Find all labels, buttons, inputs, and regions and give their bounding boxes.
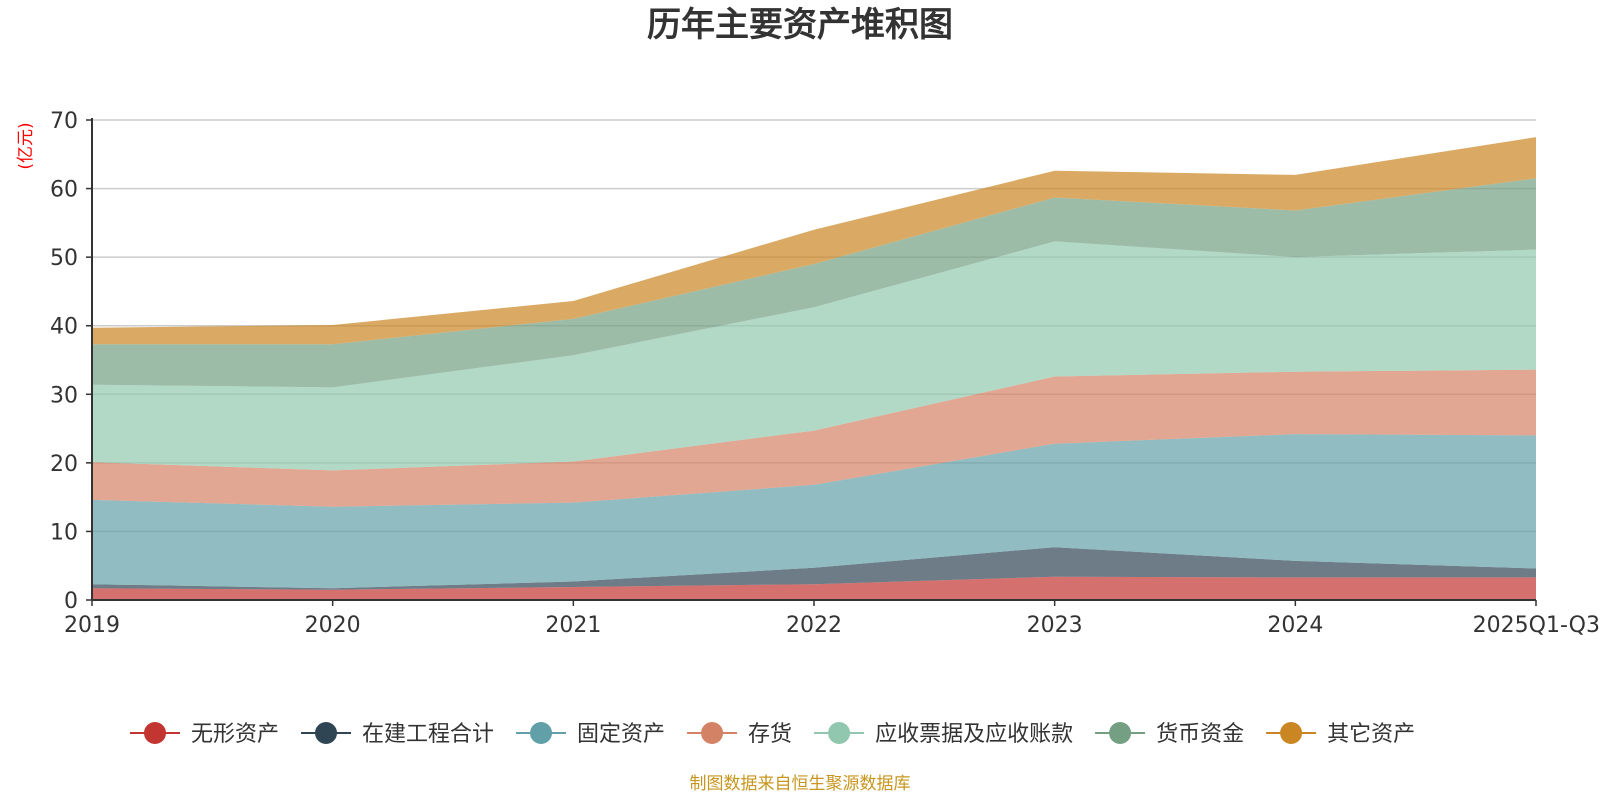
legend-item-6[interactable]: 其它资产 xyxy=(1266,722,1415,747)
x-tick-label: 2019 xyxy=(64,613,120,638)
legend-item-3[interactable]: 存货 xyxy=(687,722,792,747)
x-tick-label: 2021 xyxy=(545,613,601,638)
x-tick-label: 2024 xyxy=(1267,613,1323,638)
legend-item-0[interactable]: 无形资产 xyxy=(130,722,279,747)
y-axis-ticks: 0 10 20 30 40 50 60 70 xyxy=(50,109,92,614)
y-tick-label: 20 xyxy=(50,452,78,477)
y-tick-label: 30 xyxy=(50,383,78,408)
y-tick-label: 0 xyxy=(64,589,78,614)
area-series-1 xyxy=(92,547,1536,590)
legend-marker xyxy=(315,722,338,744)
chart-title: 历年主要资产堆积图 xyxy=(647,5,953,45)
x-tick-label: 2025Q1-Q3 xyxy=(1473,613,1600,638)
x-tick-label: 2020 xyxy=(305,613,361,638)
legend-label: 应收票据及应收账款 xyxy=(875,722,1073,747)
area-series-0 xyxy=(92,576,1536,600)
y-tick-label: 10 xyxy=(50,520,78,545)
legend-marker xyxy=(701,722,724,744)
legend-label: 在建工程合计 xyxy=(362,722,494,747)
area-series xyxy=(92,137,1536,600)
source-note: 制图数据来自恒生聚源数据库 xyxy=(690,774,911,794)
legend-item-5[interactable]: 货币资金 xyxy=(1095,722,1244,747)
x-tick-label: 2022 xyxy=(786,613,842,638)
legend-label: 存货 xyxy=(748,722,792,747)
legend-item-1[interactable]: 在建工程合计 xyxy=(301,722,494,747)
legend-label: 无形资产 xyxy=(191,722,279,747)
y-tick-label: 40 xyxy=(50,315,78,340)
legend-item-2[interactable]: 固定资产 xyxy=(516,722,665,747)
y-tick-label: 50 xyxy=(50,246,78,271)
legend-label: 货币资金 xyxy=(1156,722,1244,747)
y-axis-unit-label: (亿元) xyxy=(16,122,36,169)
x-tick-label: 2023 xyxy=(1027,613,1083,638)
legend-label: 其它资产 xyxy=(1327,722,1415,747)
legend-marker xyxy=(1280,722,1303,744)
legend-item-4[interactable]: 应收票据及应收账款 xyxy=(814,722,1073,747)
area-series-2 xyxy=(92,434,1536,589)
area-series-6 xyxy=(92,137,1536,345)
legend-marker xyxy=(144,722,166,744)
y-tick-label: 70 xyxy=(50,109,78,134)
area-series-3 xyxy=(92,369,1536,507)
legend-marker xyxy=(1109,722,1132,744)
x-axis-ticks: 2019 2020 2021 2022 2023 2024 2025Q1-Q3 xyxy=(64,600,1600,638)
area-series-4 xyxy=(92,241,1536,471)
legend: 无形资产 在建工程合计 固定资产 存货 应收票据及应收账款 货币资金 其它资产 xyxy=(130,722,1415,747)
legend-label: 固定资产 xyxy=(577,722,665,747)
area-series-5 xyxy=(92,178,1536,388)
legend-marker xyxy=(828,722,851,744)
legend-marker xyxy=(530,722,553,744)
y-tick-label: 60 xyxy=(50,178,78,203)
